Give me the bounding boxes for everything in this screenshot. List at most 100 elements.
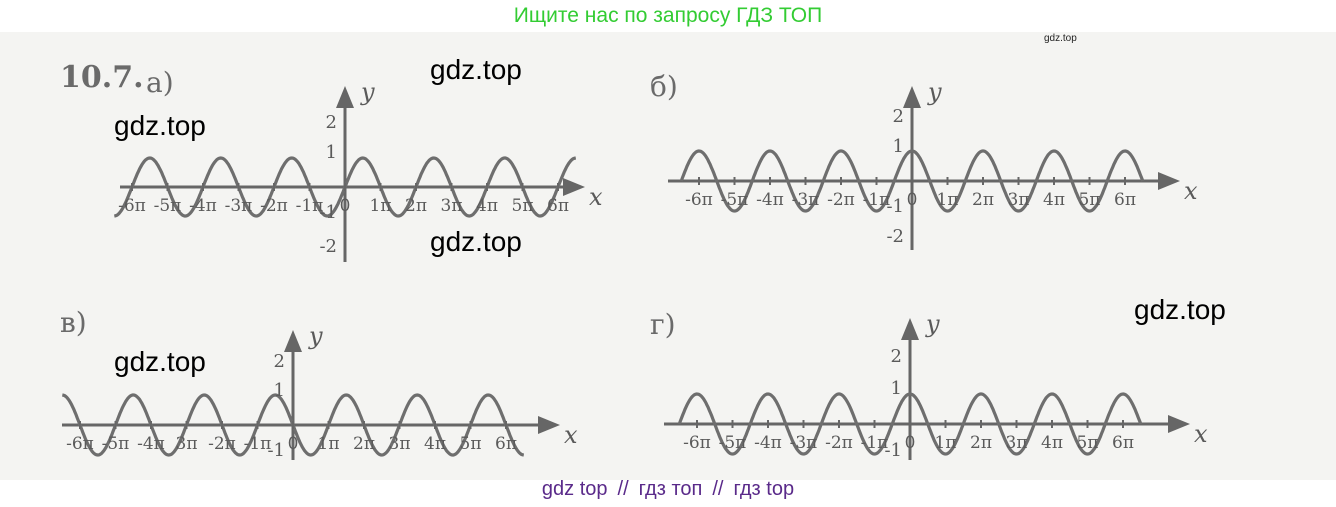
y-tick-label: -1	[267, 440, 285, 461]
y-tick-label: 1	[274, 380, 285, 401]
x-axis-name: x	[589, 183, 603, 211]
x-tick-label: -1π	[296, 196, 324, 216]
y-axis-name: y	[927, 78, 942, 106]
x-tick-label: -5π	[719, 433, 747, 453]
y-tick-label: -1	[319, 202, 337, 223]
x-tick-label: 6π	[1114, 190, 1136, 210]
y-axis-arrow-icon	[336, 86, 354, 108]
x-tick-label: 2π	[405, 196, 427, 216]
x-tick-label: -5π	[154, 196, 182, 216]
x-tick-label: -5π	[721, 190, 749, 210]
x-tick-label: -3π	[790, 433, 818, 453]
y-tick-label: 2	[893, 106, 904, 127]
x-tick-label: 1π	[937, 190, 959, 210]
y-axis-arrow-icon	[901, 318, 919, 340]
x-tick-label: 4π	[1041, 433, 1063, 453]
y-tick-label: 1	[326, 142, 337, 163]
x-tick-label: 6π	[1112, 433, 1134, 453]
part-label-v: в)	[60, 306, 87, 339]
x-tick-label: 4π	[424, 434, 446, 454]
x-tick-label: 3π	[389, 434, 411, 454]
x-tick-label: 2π	[970, 433, 992, 453]
y-tick-label: 2	[326, 112, 337, 133]
y-axis-name: y	[925, 310, 940, 338]
watermark-3: gdz.top	[430, 226, 522, 257]
x-axis-arrow-icon	[1168, 415, 1190, 433]
x-tick-label: 1π	[370, 196, 392, 216]
x-tick-label: -2π	[827, 190, 855, 210]
x-axis-arrow-icon	[563, 178, 585, 196]
x-tick-label: 2π	[353, 434, 375, 454]
x-tick-label: -3π	[225, 196, 253, 216]
x-tick-label: -6π	[683, 433, 711, 453]
y-axis-arrow-icon	[284, 330, 302, 352]
x-tick-label: 3π	[1008, 190, 1030, 210]
x-tick-label: -6π	[66, 434, 94, 454]
x-tick-label: 1π	[318, 434, 340, 454]
x-axis-name: x	[1184, 177, 1198, 205]
y-tick-label: -2	[319, 236, 337, 257]
x-tick-label: -5π	[102, 434, 130, 454]
y-axis-name: y	[360, 78, 375, 106]
x-tick-label: 0	[907, 190, 918, 210]
y-tick-label: 1	[891, 378, 902, 399]
x-axis-name: x	[564, 421, 578, 449]
problem-number: 10.7.	[60, 60, 144, 95]
part-label-b: б)	[650, 70, 678, 103]
watermark-5: gdz.top	[114, 346, 206, 377]
y-tick-label: 1	[893, 136, 904, 157]
x-tick-label: 0	[340, 196, 351, 216]
footer-sep-1: //	[617, 478, 629, 500]
y-tick-label: -1	[884, 440, 902, 461]
x-tick-label: 5π	[1077, 433, 1099, 453]
footer-sep-2: //	[712, 478, 724, 500]
corner-watermark: gdz.top	[1044, 33, 1077, 44]
x-tick-label: 6π	[495, 434, 517, 454]
x-tick-label: -1π	[244, 434, 272, 454]
watermark-1: gdz.top	[430, 54, 522, 85]
x-tick-label: -1π	[863, 190, 891, 210]
x-tick-label: -6π	[685, 190, 713, 210]
x-tick-label: 1π	[935, 433, 957, 453]
x-axis-name: x	[1194, 420, 1208, 448]
x-tick-label: 3π	[441, 196, 463, 216]
x-tick-label: -2π	[260, 196, 288, 216]
y-tick-label: 2	[274, 351, 285, 372]
part-label-g: г)	[650, 308, 676, 341]
x-tick-label: 5π	[460, 434, 482, 454]
x-tick-label: -3π	[792, 190, 820, 210]
x-tick-label: -2π	[208, 434, 236, 454]
x-tick-label: 5π	[1079, 190, 1101, 210]
part-label-a: а)	[146, 66, 174, 99]
y-axis-name: y	[308, 322, 323, 350]
x-tick-label: -2π	[825, 433, 853, 453]
y-axis-arrow-icon	[903, 86, 921, 108]
watermark-2: gdz.top	[114, 110, 206, 141]
x-tick-label: 0	[905, 433, 916, 453]
footer: gdz top // гдз топ // гдз top	[0, 478, 1336, 501]
x-tick-label: -4π	[756, 190, 784, 210]
x-tick-label: 3π	[176, 434, 198, 454]
x-tick-label: -1π	[861, 433, 889, 453]
curve-line	[677, 392, 1143, 456]
footer-part-2: гдз топ	[638, 478, 703, 500]
x-tick-label: -4π	[137, 434, 165, 454]
x-tick-label: 3π	[1006, 433, 1028, 453]
x-tick-label: 4π	[476, 196, 498, 216]
x-tick-label: 5π	[512, 196, 534, 216]
footer-part-3: гдз top	[733, 478, 795, 500]
x-axis-arrow-icon	[538, 416, 560, 434]
header-title: Ищите нас по запросу ГДЗ ТОП	[513, 4, 823, 27]
x-tick-label: 6π	[547, 196, 569, 216]
y-tick-label: -2	[886, 226, 904, 247]
x-axis-arrow-icon	[1158, 172, 1180, 190]
x-tick-label: 0	[288, 434, 299, 454]
x-tick-label: 4π	[1043, 190, 1065, 210]
footer-part-1: gdz top	[541, 478, 608, 500]
x-tick-label: 2π	[972, 190, 994, 210]
y-tick-label: 2	[891, 346, 902, 367]
